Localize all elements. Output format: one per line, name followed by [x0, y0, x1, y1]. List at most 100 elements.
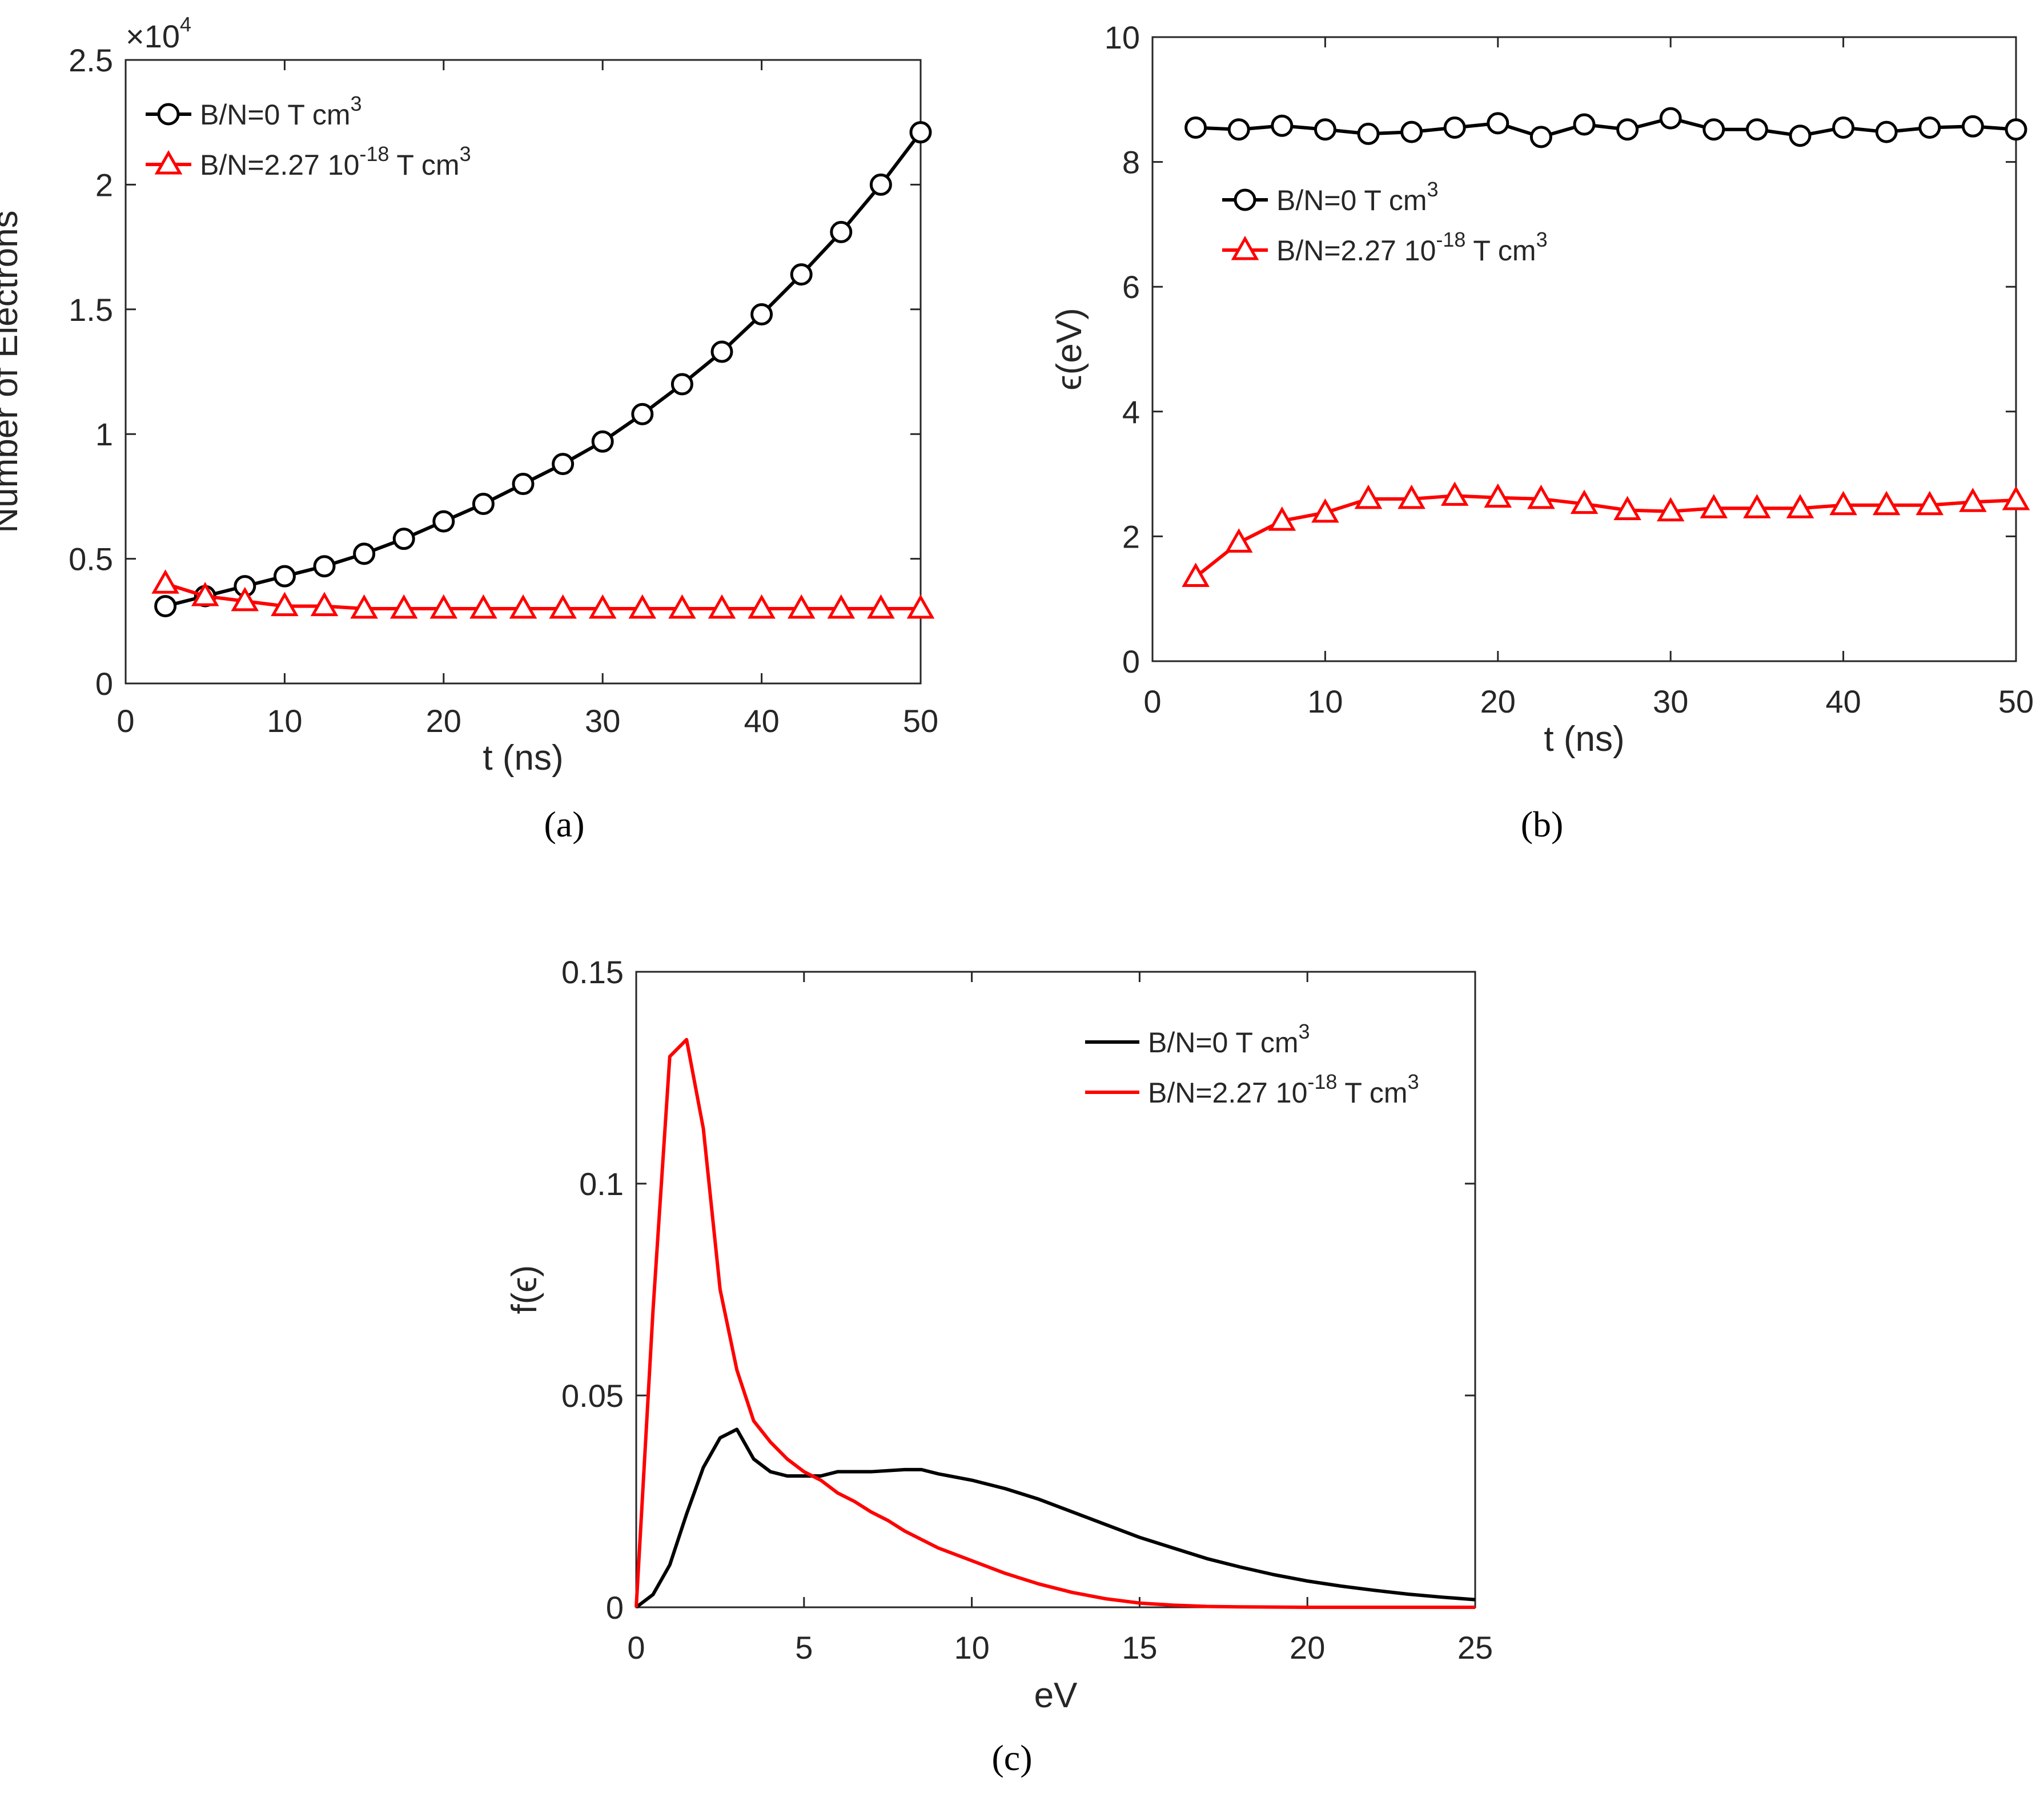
- legend-label: B/N=2.27 10-18 T cm3: [200, 142, 471, 181]
- y-exponent-power: 4: [180, 13, 191, 36]
- x-axis-label: t (ns): [1544, 719, 1624, 759]
- y-tick-label: 0.1: [579, 1166, 624, 1202]
- data-point-circle: [432, 510, 455, 533]
- data-point-circle: [1659, 107, 1682, 130]
- data-point-triangle: [588, 594, 617, 619]
- legend-entry: B/N=2.27 10-18 T cm3: [1222, 228, 1548, 267]
- y-tick-label: 0.15: [561, 954, 624, 990]
- legend-name-suffix: T cm: [1337, 1077, 1407, 1109]
- legend-name: B/N=2.27 10: [200, 149, 359, 181]
- y-tick-label: 0.05: [561, 1378, 624, 1414]
- data-point-triangle: [1786, 494, 1814, 518]
- series-red: [635, 1037, 1475, 1609]
- legend-entry: B/N=2.27 10-18 T cm3: [1085, 1070, 1419, 1109]
- data-point-triangle: [549, 594, 577, 619]
- data-point-circle: [631, 403, 654, 425]
- data-point-triangle: [787, 594, 816, 619]
- x-tick-label: 5: [795, 1630, 813, 1666]
- x-tick-label: 0: [1143, 683, 1161, 719]
- data-point-triangle: [271, 592, 299, 617]
- data-point-triangle: [231, 586, 259, 612]
- x-tick-label: 20: [1480, 683, 1516, 719]
- axes-box: [125, 59, 922, 685]
- legend-label: B/N=0 T cm3: [200, 92, 362, 131]
- data-point-triangle: [708, 594, 736, 619]
- data-point-circle: [1529, 126, 1552, 148]
- data-point-triangle: [1182, 562, 1210, 587]
- data-point-circle: [392, 528, 415, 550]
- y-tick-label: 1.5: [69, 292, 113, 328]
- legend-superscript: 3: [351, 92, 362, 115]
- y-axis-label: Number of Electrons: [0, 210, 25, 533]
- x-tick-label: 0: [117, 703, 134, 739]
- y-tick-label: 2: [1122, 518, 1140, 554]
- data-point-triangle: [469, 594, 497, 619]
- data-point-triangle: [1268, 506, 1296, 531]
- legend-entry: B/N=0 T cm3: [1085, 1020, 1310, 1059]
- legend-superscript-2: 3: [1408, 1070, 1419, 1093]
- legend-name: B/N=2.27 10: [1148, 1077, 1307, 1109]
- x-tick-label: 40: [1825, 683, 1861, 719]
- data-point-circle: [1573, 113, 1596, 136]
- data-point-circle: [273, 565, 296, 588]
- legend-name-suffix: T cm: [389, 149, 459, 181]
- data-point-triangle: [1527, 484, 1555, 509]
- data-point-triangle: [906, 594, 935, 619]
- data-point-triangle: [867, 594, 895, 619]
- legend-superscript: -18: [1436, 228, 1465, 251]
- data-point-circle: [1789, 124, 1812, 147]
- legend-entry: B/N=0 T cm3: [146, 92, 362, 131]
- x-tick-label: 25: [1457, 1630, 1493, 1666]
- data-point-triangle: [1829, 490, 1857, 516]
- data-point-circle: [790, 263, 813, 286]
- x-tick-label: 10: [954, 1630, 989, 1666]
- y-axis-label: f(ϵ): [505, 1265, 544, 1314]
- data-point-circle: [472, 493, 495, 516]
- legend-name: B/N=0 T cm: [200, 99, 351, 131]
- y-exponent-label: ×104: [126, 13, 191, 54]
- data-point-circle: [750, 303, 773, 326]
- data-point-triangle: [1311, 498, 1339, 523]
- x-tick-label: 30: [585, 703, 620, 739]
- chart-a: 0 10 20 30 40 50 0 0.5 1 1.5 2 2.5 t (ns) Number of E…: [0, 13, 938, 844]
- legend-swatch-marker: [154, 150, 183, 175]
- y-tick-label: 1: [95, 416, 113, 452]
- x-tick-label: 10: [267, 703, 302, 739]
- series-black: [635, 1427, 1476, 1609]
- data-point-triangle: [310, 592, 339, 617]
- legend-label: B/N=2.27 10-18 T cm3: [1148, 1070, 1419, 1109]
- legend-superscript: 3: [1299, 1020, 1310, 1043]
- axes-box: [635, 971, 1476, 1608]
- x-tick-label: 50: [1998, 683, 2034, 719]
- legend-superscript: 3: [1427, 178, 1439, 201]
- data-point-triangle: [1440, 481, 1469, 506]
- data-point-circle: [591, 430, 614, 453]
- legend-entry: B/N=2.27 10-18 T cm3: [146, 142, 471, 181]
- data-point-circle: [1357, 122, 1380, 145]
- data-point-triangle: [1959, 488, 1987, 512]
- data-point-circle: [313, 555, 336, 578]
- data-point-triangle: [827, 594, 856, 619]
- x-tick-label: 10: [1307, 683, 1343, 719]
- data-point-triangle: [1398, 484, 1425, 509]
- data-point-triangle: [429, 594, 458, 619]
- legend-superscript: -18: [1307, 1070, 1337, 1093]
- data-point-triangle: [1872, 490, 1901, 516]
- data-point-circle: [1443, 116, 1466, 139]
- data-point-circle: [1832, 116, 1855, 139]
- data-point-circle: [353, 542, 376, 565]
- data-point-triangle: [1743, 494, 1771, 518]
- data-point-triangle: [151, 569, 179, 594]
- data-point-circle: [1918, 116, 1941, 139]
- data-point-triangle: [191, 582, 219, 606]
- data-point-triangle: [1224, 528, 1253, 553]
- data-point-circle: [1702, 118, 1725, 141]
- series-red: [1182, 481, 2030, 587]
- legend-superscript-2: 3: [1536, 228, 1548, 251]
- data-point-triangle: [628, 594, 657, 619]
- data-point-circle: [1184, 116, 1207, 139]
- data-point-triangle: [1354, 484, 1383, 509]
- data-point-circle: [1227, 118, 1250, 141]
- y-tick-label: 0: [1122, 643, 1140, 679]
